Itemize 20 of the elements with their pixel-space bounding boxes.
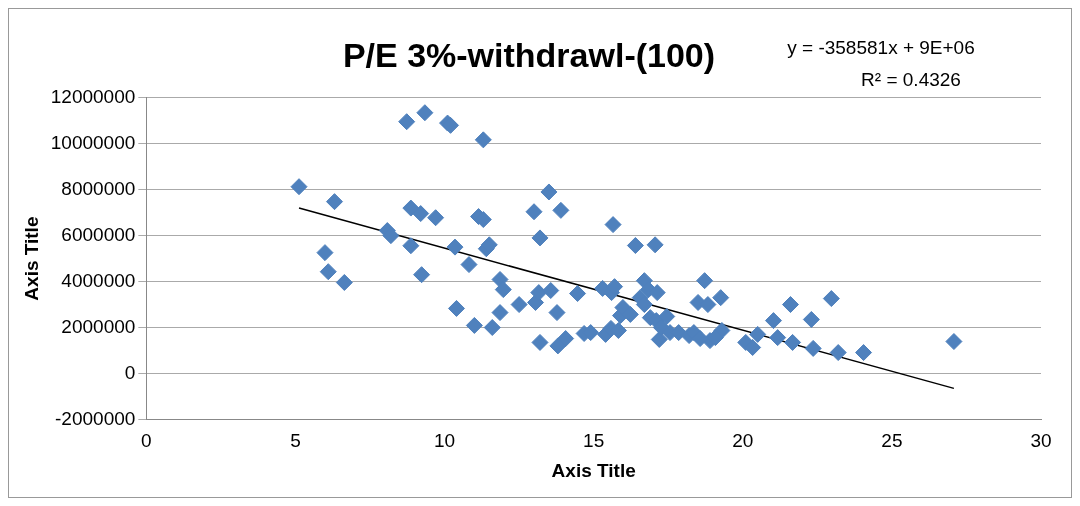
text: y = -358581x + 9E+06 [787,37,975,59]
y-tick-label: 12000000 [50,86,136,108]
y-tick-label: -2000000 [55,407,136,429]
y-tick-label: 0 [124,361,136,383]
x-tick-label: 10 [433,430,456,452]
x-tick-label: 20 [732,430,754,452]
y-tick-label: 2000000 [61,315,136,337]
y-tick-label: 6000000 [61,223,136,245]
x-axis-title: Axis Title [551,459,636,481]
y-tick-label: 8000000 [61,177,136,199]
text: R² = 0.4326 [861,69,961,91]
y-axis-title: Axis Title [20,216,42,301]
x-tick-label: 15 [583,430,605,452]
y-tick-label: 4000000 [61,269,136,291]
x-tick-label: 5 [290,430,301,452]
x-tick-label: 30 [1030,430,1052,452]
y-tick-label: 10000000 [50,131,136,153]
x-tick-label: 25 [881,430,903,452]
x-tick-label: 0 [141,430,152,452]
chart-title: P/E 3%-withdrawl-(100) [342,35,716,74]
